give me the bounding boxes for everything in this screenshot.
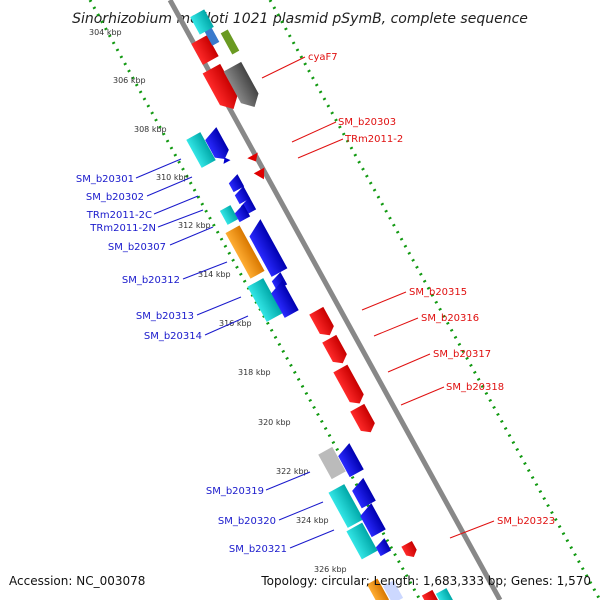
gene-reverse[interactable]: [349, 477, 376, 509]
label-SM_b20319[interactable]: SM_b20319: [206, 486, 264, 497]
tick-label: 326 kbp: [314, 565, 347, 574]
leader-line: [204, 315, 249, 336]
gene-cyaF7[interactable]: [223, 61, 264, 112]
label-TRm2011-2N[interactable]: TRm2011-2N: [89, 223, 156, 234]
leader-line: [400, 386, 445, 406]
gene-SM_b20323[interactable]: [401, 540, 419, 560]
tick-label: 310 kbp: [156, 173, 189, 182]
rna-feature[interactable]: [186, 132, 216, 168]
gene-reverse[interactable]: [357, 503, 386, 538]
label-SM_b20313[interactable]: SM_b20313: [136, 311, 194, 322]
label-SM_b20320[interactable]: SM_b20320: [218, 516, 276, 527]
label-SM_b20321[interactable]: SM_b20321: [229, 544, 287, 555]
tick-label: 312 kbp: [178, 221, 211, 230]
features: [186, 9, 455, 600]
label-SM_b20312[interactable]: SM_b20312: [122, 275, 180, 286]
leader-line: [146, 176, 193, 197]
topology-text: Topology: circular; Length: 1,683,333 bp…: [260, 574, 591, 588]
label-cyaF7[interactable]: cyaF7: [308, 52, 338, 63]
outer-tick-ring: [268, 0, 600, 600]
gene-reverse[interactable]: [335, 443, 364, 478]
rna-feature[interactable]: [328, 484, 364, 528]
tick-label: 316 kbp: [219, 319, 252, 328]
leader-line: [182, 261, 228, 280]
leader-line: [373, 317, 419, 337]
leader-line: [196, 296, 242, 316]
gene-feature[interactable]: [382, 580, 404, 600]
blue-leader-lines: [135, 158, 335, 549]
gene-feature-orange[interactable]: [366, 578, 390, 600]
map-title: Sinorhizobium meliloti 1021 plasmid pSym…: [72, 11, 528, 27]
tick-label: 324 kbp: [296, 516, 329, 525]
red-leader-lines: [261, 56, 495, 539]
rna-feature[interactable]: [219, 205, 239, 225]
leader-line: [289, 529, 335, 549]
gene-reverse[interactable]: [268, 280, 299, 318]
gene-SM_b20316[interactable]: [322, 334, 350, 367]
label-SM_b20314[interactable]: SM_b20314: [144, 331, 202, 342]
label-SM_b20323[interactable]: SM_b20323: [497, 516, 555, 527]
gene-reverse[interactable]: [233, 186, 251, 205]
leader-line: [261, 56, 306, 79]
leader-line: [387, 353, 431, 373]
leader-line: [169, 226, 214, 246]
tick-label: 320 kbp: [258, 418, 291, 427]
tick-label: 304 kbp: [89, 28, 122, 37]
rna-feature[interactable]: [190, 9, 214, 35]
tick-labels: 304 kbp 306 kbp 308 kbp 310 kbp 312 kbp …: [89, 28, 347, 574]
leader-line: [135, 158, 182, 179]
label-TRm2011-2C[interactable]: TRm2011-2C: [86, 210, 152, 221]
label-SM_b20315[interactable]: SM_b20315: [409, 287, 467, 298]
label-SM_b20303[interactable]: SM_b20303: [338, 117, 396, 128]
gene-reverse[interactable]: [202, 127, 231, 163]
leader-line: [291, 121, 337, 143]
rna-feature[interactable]: [346, 522, 378, 560]
leader-line: [153, 195, 199, 215]
leader-line: [297, 138, 344, 159]
gene-SM_b20315[interactable]: [309, 306, 337, 339]
rna-feature[interactable]: [435, 588, 455, 600]
accession-text: Accession: NC_003078: [9, 574, 145, 588]
tick-label: 322 kbp: [276, 467, 309, 476]
rna-feature[interactable]: [247, 278, 283, 322]
gene-forward[interactable]: [191, 35, 219, 65]
label-SM_b20307[interactable]: SM_b20307: [108, 242, 166, 253]
leader-line: [278, 501, 324, 521]
gene-feature-gray[interactable]: [318, 446, 346, 480]
gene-forward[interactable]: [253, 167, 269, 183]
gene-feature[interactable]: [220, 29, 240, 55]
leader-line: [361, 291, 407, 311]
leader-line: [265, 471, 311, 491]
label-SM_b20302[interactable]: SM_b20302: [86, 192, 144, 203]
gene-forward[interactable]: [202, 63, 243, 114]
gene-SM_b20317[interactable]: [333, 364, 366, 408]
gene-forward[interactable]: [247, 152, 261, 164]
gene-reverse[interactable]: [221, 156, 231, 164]
gene-reverse[interactable]: [245, 219, 288, 277]
gene-reverse[interactable]: [374, 538, 392, 557]
label-SM_b20318[interactable]: SM_b20318: [446, 382, 504, 393]
gene-feature-orange[interactable]: [225, 225, 265, 279]
gene-reverse[interactable]: [233, 204, 251, 223]
label-SM_b20301[interactable]: SM_b20301: [76, 174, 134, 185]
label-SM_b20317[interactable]: SM_b20317: [433, 349, 491, 360]
tick-label: 318 kbp: [238, 368, 271, 377]
gene-SM_b20318[interactable]: [350, 403, 378, 436]
leader-line: [157, 209, 204, 228]
label-TRm2011-2[interactable]: TRm2011-2: [344, 134, 403, 145]
gene-reverse[interactable]: [227, 174, 245, 193]
tick-label: 306 kbp: [113, 76, 146, 85]
gene-forward[interactable]: [421, 589, 439, 600]
tick-label: 308 kbp: [134, 125, 167, 134]
label-SM_b20316[interactable]: SM_b20316: [421, 313, 479, 324]
tick-label: 314 kbp: [198, 270, 231, 279]
leader-line: [449, 520, 495, 539]
